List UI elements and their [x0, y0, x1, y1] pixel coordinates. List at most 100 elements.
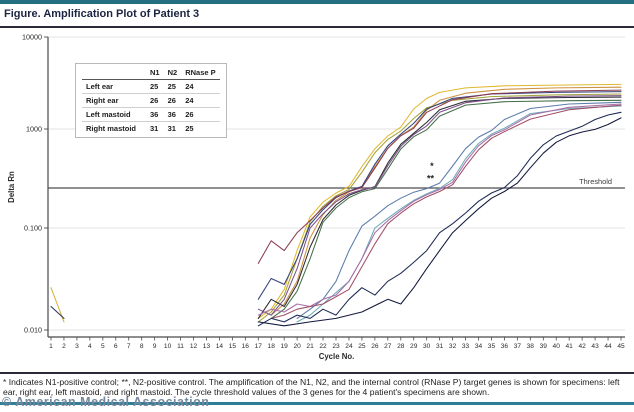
x-tick-label: 11 — [177, 343, 184, 350]
x-tick-label: 16 — [242, 343, 250, 350]
y-tick-label: 10000 — [22, 33, 42, 42]
x-axis-title: Cycle No. — [319, 352, 355, 361]
ct-table-header: RNase P — [181, 67, 220, 80]
x-tick-label: 22 — [319, 343, 327, 350]
start-segment-navy-curve — [50, 305, 65, 319]
x-tick-label: 35 — [488, 343, 496, 350]
x-tick-label: 7 — [127, 343, 131, 350]
x-tick-label: 43 — [591, 343, 599, 350]
left-mastoid-n2-curve — [257, 117, 622, 327]
table-row: Left mastoid 36 36 26 — [82, 107, 220, 122]
x-tick-label: 5 — [101, 343, 105, 350]
x-tick-label: 12 — [190, 343, 198, 350]
x-tick-label: 30 — [423, 343, 431, 350]
x-tick-label: 2 — [62, 343, 66, 350]
x-tick-label: 41 — [566, 343, 574, 350]
x-tick-label: 25 — [358, 343, 366, 350]
left-ear-n1-curve — [257, 91, 622, 300]
ct-table-header: N2 — [163, 67, 182, 80]
ct-value: 36 — [163, 107, 182, 122]
x-tick-label: 39 — [540, 343, 548, 350]
ct-value: 31 — [167, 124, 176, 133]
chart-area: 10000 1000 0.100 0.010 1 2 3 4 5 6 7 8 9 10 11 12 13 14 15… — [0, 30, 634, 372]
x-tick-label: 36 — [501, 343, 509, 350]
table-row: Right mastoid 31 31 25 — [82, 122, 220, 136]
x-tick-label: 20 — [293, 343, 301, 350]
figure-title: Figure. Amplification Plot of Patient 3 — [4, 8, 200, 20]
ct-value: 24 — [181, 79, 220, 94]
right-mastoid-n1-curve — [257, 103, 622, 316]
ct-value: 26 — [163, 93, 182, 108]
ct-value: 25 — [163, 79, 182, 94]
x-tick-label: 27 — [384, 343, 392, 350]
x-tick-label: 29 — [410, 343, 418, 350]
footnote-divider — [0, 372, 634, 374]
x-tick-label: 31 — [436, 343, 444, 350]
ct-value: 24 — [181, 93, 220, 108]
y-axis-title: Delta Rn — [7, 171, 16, 203]
left-ear-n2-curve — [257, 89, 622, 264]
x-tick-label: 40 — [553, 343, 561, 350]
x-tick-label: 4 — [88, 343, 92, 350]
x-tick-label: 23 — [332, 343, 340, 350]
footnote: * Indicates N1-positive control; **, N2-… — [3, 377, 620, 398]
x-tick-label: 10 — [164, 343, 172, 350]
x-tick-label: 26 — [371, 343, 379, 350]
x-tick-label: 3 — [75, 343, 79, 350]
control-annotation: ** — [427, 174, 435, 184]
x-tick-label: 33 — [462, 343, 470, 350]
x-tick-label: 44 — [604, 343, 612, 350]
right-mastoid-n2-curve — [270, 104, 622, 319]
ct-value: 26 — [181, 107, 220, 122]
x-tick-label: 24 — [345, 343, 353, 350]
title-divider — [0, 26, 634, 28]
ct-table-header — [82, 67, 146, 80]
x-tick-label: 19 — [281, 343, 289, 350]
specimen-label: Left mastoid — [82, 107, 146, 122]
x-tick-label: 6 — [114, 343, 118, 350]
right-ear-rnasep-curve — [257, 93, 622, 323]
x-tick-label: 28 — [397, 343, 405, 350]
ct-value: 25 — [185, 124, 194, 133]
ct-value: 36 — [146, 107, 164, 122]
x-tick-label: 15 — [229, 343, 237, 350]
ct-value: 26 — [146, 93, 164, 108]
y-tick-label: 0.100 — [24, 224, 42, 233]
threshold-label: Threshold — [579, 177, 612, 186]
right-ear-n1-curve — [257, 96, 622, 319]
x-tick-label: 14 — [216, 343, 224, 350]
left-mastoid-n1-curve — [257, 111, 622, 327]
left-ear-rnasep-curve — [257, 83, 622, 319]
x-tick-label: 38 — [527, 343, 535, 350]
ct-table-header: N1 — [146, 67, 164, 80]
ct-value: 31 — [150, 124, 159, 133]
n2-positive-control-curve — [296, 105, 622, 323]
y-tick-label: 0.010 — [24, 326, 42, 335]
bottom-accent-bar — [0, 402, 634, 405]
ct-table: N1 N2 RNase P Left ear 25 25 24 Right ear 26 26 24… — [75, 63, 227, 138]
n1-positive-control-curve — [296, 101, 622, 319]
table-row: Left ear 25 25 24 — [82, 79, 220, 94]
control-annotation: * — [430, 161, 434, 171]
specimen-label: Left ear — [82, 79, 146, 94]
x-tick-label: 32 — [449, 343, 457, 350]
left-mastoid-rnasep-curve — [257, 95, 622, 316]
x-tick-label: 34 — [475, 343, 483, 350]
top-accent-bar — [0, 0, 634, 4]
ct-table-grid: N1 N2 RNase P Left ear 25 25 24 Right ear 26 26 24… — [82, 67, 220, 135]
table-row: Right ear 26 26 24 — [82, 93, 220, 108]
y-tick-label: 1000 — [26, 125, 42, 134]
x-tick-label: 18 — [268, 343, 276, 350]
ct-value: 25 — [146, 79, 164, 94]
x-tick-label: 13 — [203, 343, 211, 350]
x-tick-label: 42 — [578, 343, 586, 350]
x-tick-label: 37 — [514, 343, 522, 350]
x-tick-label: 9 — [153, 343, 157, 350]
x-tick-label: 45 — [617, 343, 625, 350]
x-tick-label: 1 — [49, 343, 53, 350]
specimen-label: Right mastoid — [86, 124, 136, 133]
x-tick-label: 8 — [140, 343, 144, 350]
x-tick-label: 17 — [255, 343, 263, 350]
